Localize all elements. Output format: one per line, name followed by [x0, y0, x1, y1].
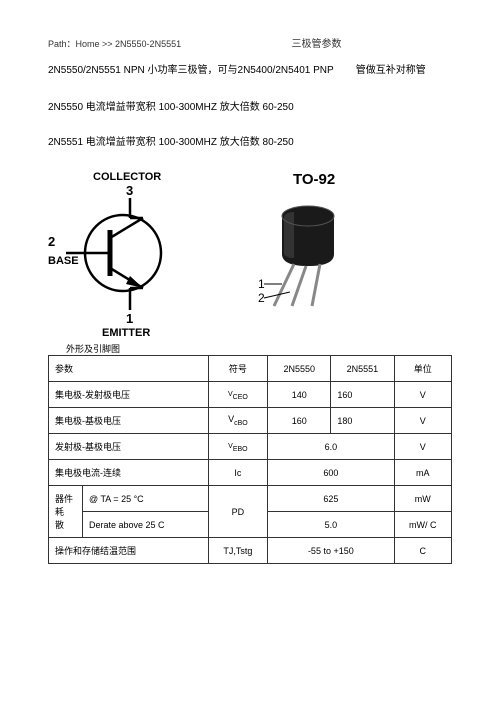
- th-col1: 2N5550: [268, 356, 331, 382]
- table-row: 操作和存储结温范围 TJ,Tstg -55 to +150 C: [49, 538, 452, 564]
- th-unit: 单位: [394, 356, 452, 382]
- table-header-row: 参数 符号 2N5550 2N5551 单位: [49, 356, 452, 382]
- cell-v: 625: [268, 486, 394, 512]
- base-label: BASE: [48, 255, 79, 267]
- th-symbol: 符号: [208, 356, 268, 382]
- package-pin2: 2: [258, 291, 265, 305]
- cell-v1: 160: [268, 408, 331, 434]
- cell-symbol: VcBO: [208, 408, 268, 434]
- cell-param-group: 器件耗散: [49, 486, 83, 538]
- cell-unit: mW/ C: [394, 512, 452, 538]
- lead-1: [274, 264, 294, 306]
- cell-v: 600: [268, 460, 394, 486]
- spec-line-2: 2N5551 电流增益带宽积 100-300MHZ 放大倍数 80-250: [48, 133, 452, 148]
- cell-unit: V: [394, 408, 452, 434]
- cell-unit: mW: [394, 486, 452, 512]
- spec-line-1: 2N5550 电流增益带宽积 100-300MHZ 放大倍数 60-250: [48, 98, 452, 113]
- desc-text-b: 管做互补对称管: [356, 65, 426, 76]
- table-row: 发射极-基极电压 VEBO 6.0 V: [49, 434, 452, 460]
- cell-symbol: VEBO: [208, 434, 268, 460]
- to92-package-diagram: TO-92 1 2: [228, 168, 368, 338]
- lead-2: [292, 266, 306, 306]
- cell-param: 集电极电流-连续: [49, 460, 209, 486]
- table-row: 集电极-基极电压 VcBO 160 180 V: [49, 408, 452, 434]
- cell-param: 集电极-发射极电压: [49, 382, 209, 408]
- collector-label: COLLECTOR: [93, 171, 161, 183]
- breadcrumb-path: Path：Home >> 2N5550-2N5551: [48, 37, 181, 50]
- cell-symbol: VCEO: [208, 382, 268, 408]
- cell-v: -55 to +150: [268, 538, 394, 564]
- table-row: 集电极电流-连续 Ic 600 mA: [49, 460, 452, 486]
- cell-symbol: PD: [208, 486, 268, 538]
- package-pin1: 1: [258, 277, 265, 291]
- cell-param: 发射极-基极电压: [49, 434, 209, 460]
- base-pin: 2: [48, 234, 55, 249]
- emitter-pin: 1: [126, 311, 133, 326]
- cell-v1: 140: [268, 382, 331, 408]
- cell-cond: Derate above 25 C: [83, 512, 209, 538]
- page-title: 三极管参数: [181, 35, 452, 50]
- cell-v: 6.0: [268, 434, 394, 460]
- th-col2: 2N5551: [331, 356, 394, 382]
- th-param: 参数: [49, 356, 209, 382]
- cell-symbol: Ic: [208, 460, 268, 486]
- cell-v2: 160: [331, 382, 394, 408]
- cell-cond: @ TA = 25 °C: [83, 486, 209, 512]
- cell-symbol: TJ,Tstg: [208, 538, 268, 564]
- table-row: 器件耗散 @ TA = 25 °C PD 625 mW: [49, 486, 452, 512]
- lead-3: [312, 264, 320, 306]
- cell-param: 集电极-基极电压: [49, 408, 209, 434]
- diagram-caption: 外形及引脚图: [66, 342, 452, 355]
- cell-unit: mA: [394, 460, 452, 486]
- collector-line: [110, 218, 143, 238]
- cell-v2: 180: [331, 408, 394, 434]
- package-title: TO-92: [293, 171, 335, 188]
- package-flat: [284, 212, 294, 258]
- description-line: 2N5550/2N5551 NPN 小功率三极管，可与2N5400/2N5401…: [48, 64, 452, 78]
- cell-unit: C: [394, 538, 452, 564]
- cell-param: 操作和存储结温范围: [49, 538, 209, 564]
- table-row: 集电极-发射极电压 VCEO 140 160 V: [49, 382, 452, 408]
- emitter-label: EMITTER: [102, 327, 150, 338]
- cell-unit: V: [394, 382, 452, 408]
- parameters-table: 参数 符号 2N5550 2N5551 单位 集电极-发射极电压 VCEO 14…: [48, 355, 452, 564]
- collector-pin: 3: [126, 183, 133, 198]
- desc-text-a: 2N5550/2N5551 NPN 小功率三极管，可与2N5400/2N5401…: [48, 65, 334, 76]
- breadcrumb: Path：Home >> 2N5550-2N5551 三极管参数: [48, 35, 452, 50]
- cell-unit: V: [394, 434, 452, 460]
- diagrams-row: COLLECTOR 3 2 BASE 1 EMITTER TO-92: [48, 168, 452, 338]
- cell-v: 5.0: [268, 512, 394, 538]
- transistor-symbol-diagram: COLLECTOR 3 2 BASE 1 EMITTER: [48, 168, 198, 338]
